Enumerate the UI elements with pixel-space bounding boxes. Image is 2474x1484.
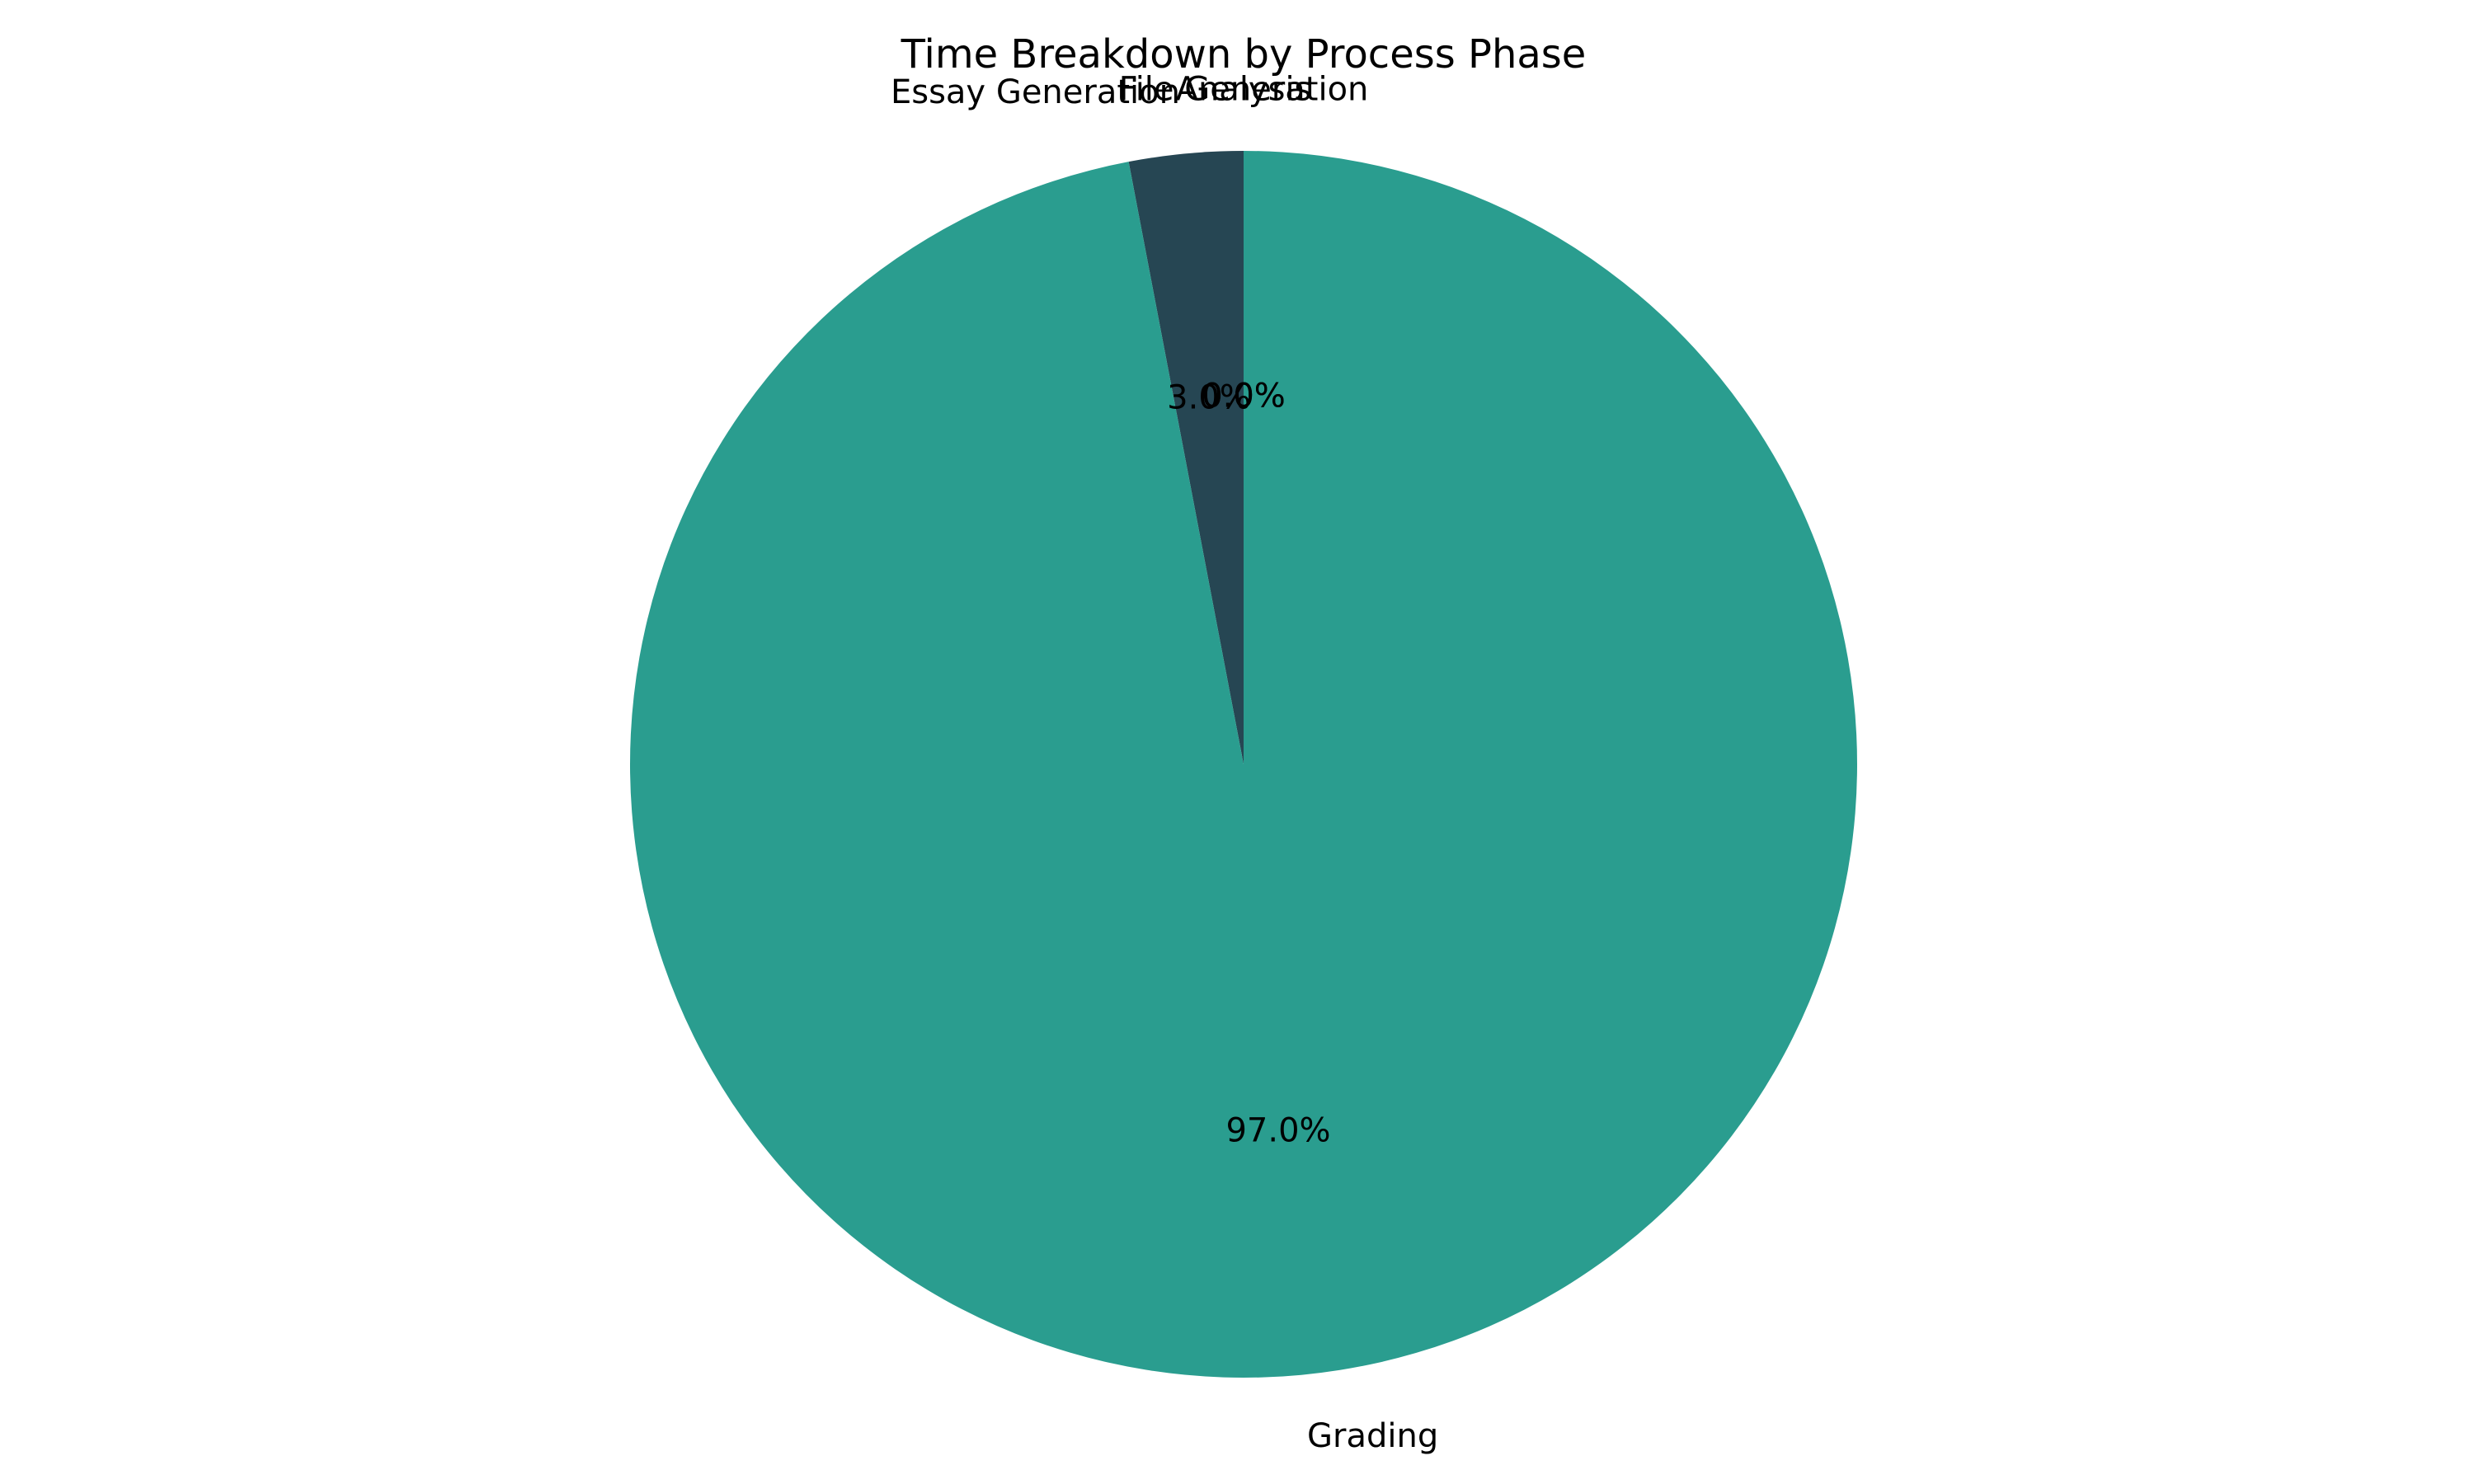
chart-title: Time Breakdown by Process Phase [901, 31, 1587, 77]
pct-label-essay-generation: 3.0% [1167, 379, 1251, 417]
slice-label-analysis: Analysis [1176, 71, 1312, 109]
pie-slice-essay-generation [1128, 151, 1244, 764]
pie-slice-grading [630, 151, 1857, 1378]
slice-label-grading: Grading [1307, 1417, 1438, 1455]
slice-label-essay-generation: Essay Generation [891, 73, 1180, 111]
pct-label-analysis: 0.0% [1202, 378, 1286, 416]
pct-label-file-generation: 0.0% [1202, 378, 1286, 416]
pie-slices [630, 151, 1857, 1378]
pie-labels: Analysis 0.0% Essay Generation 3.0% Grading 9… [891, 71, 1438, 1455]
pct-label-grading: 97.0% [1225, 1111, 1330, 1149]
slice-label-file-generation: File Generation [1119, 71, 1369, 109]
